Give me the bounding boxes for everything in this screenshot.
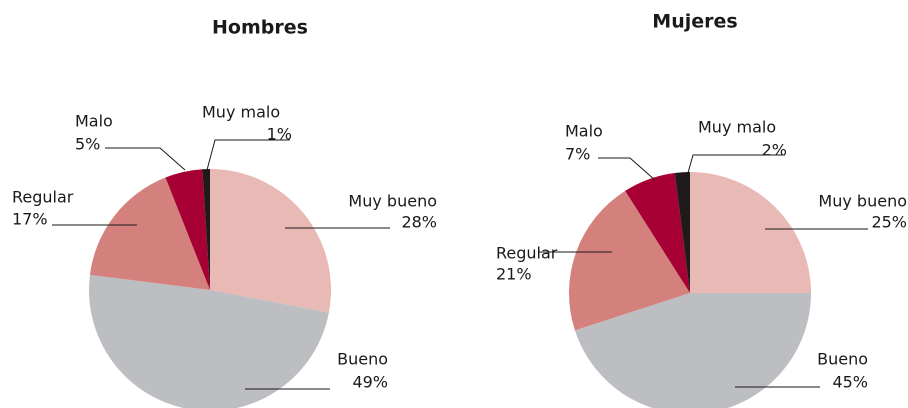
- pie-slice: [202, 169, 210, 290]
- slice-value: 2%: [762, 141, 787, 160]
- slice-label: Regular: [496, 244, 558, 263]
- chart-title: Hombres: [212, 17, 308, 39]
- slice-label: Muy malo: [202, 103, 280, 122]
- pie-slice: [625, 172, 690, 293]
- leader-line: [598, 157, 656, 181]
- leader-line: [685, 154, 785, 181]
- pie-slice: [89, 274, 329, 408]
- pie-slice: [165, 169, 210, 290]
- leader-line: [105, 147, 186, 171]
- slice-label: Bueno: [337, 350, 388, 369]
- pie-slice: [569, 190, 690, 331]
- pie-slice: [89, 177, 210, 290]
- pie-slice: [210, 169, 331, 313]
- pie-slice: [574, 293, 811, 408]
- slice-label: Regular: [12, 188, 74, 207]
- pie-slice: [674, 172, 690, 293]
- pie-slice: [690, 172, 811, 293]
- slice-value: 25%: [871, 213, 907, 232]
- slice-value: 21%: [496, 265, 532, 284]
- slice-value: 1%: [267, 125, 292, 144]
- slice-value: 28%: [401, 213, 437, 232]
- slice-label: Muy bueno: [348, 192, 437, 211]
- slice-value: 17%: [12, 210, 48, 229]
- slice-label: Malo: [75, 112, 113, 131]
- slice-label: Muy bueno: [818, 192, 907, 211]
- slice-value: 5%: [75, 135, 100, 154]
- chart-title: Mujeres: [652, 11, 737, 33]
- slice-value: 45%: [832, 373, 868, 392]
- slice-value: 7%: [565, 145, 590, 164]
- slice-label: Bueno: [817, 350, 868, 369]
- slice-label: Malo: [565, 122, 603, 141]
- slice-value: 49%: [352, 373, 388, 392]
- slice-label: Muy malo: [698, 118, 776, 137]
- leader-line: [206, 139, 290, 171]
